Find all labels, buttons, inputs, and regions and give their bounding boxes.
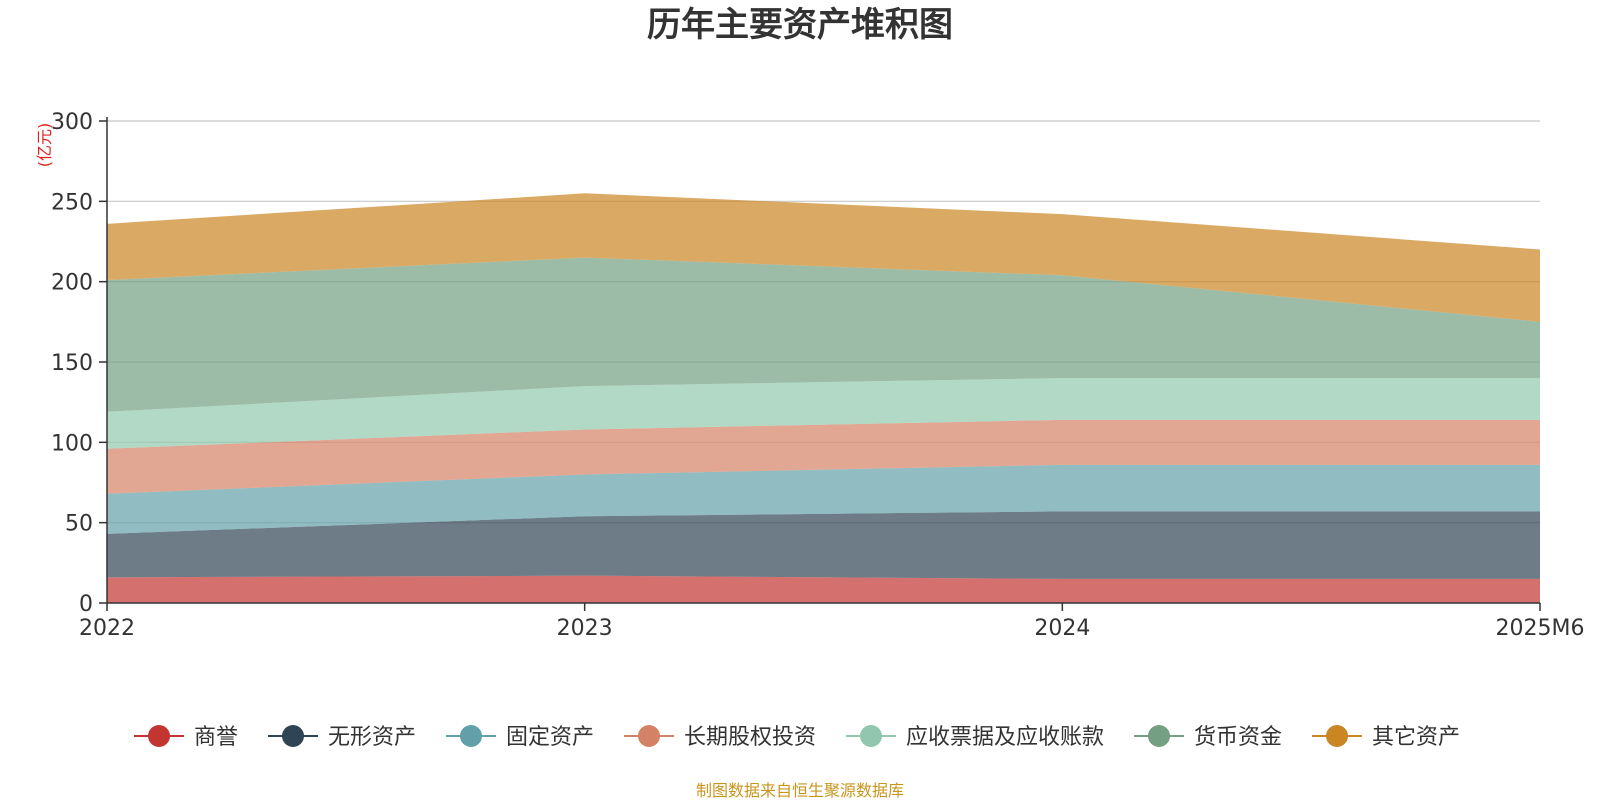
- area-series-5: [107, 257, 1540, 412]
- legend-label: 长期股权投资: [684, 725, 816, 750]
- axes: 0 50 100 150 200 250 300 2022 2023 2024 2025M6: [51, 110, 1584, 641]
- area-series-0: [107, 575, 1540, 603]
- y-tick-label: 50: [65, 512, 93, 537]
- source-note: 制图数据来自恒生聚源数据库: [696, 781, 904, 800]
- y-tick-label: 200: [51, 271, 93, 296]
- area-series-2: [107, 464, 1540, 534]
- legend-label: 其它资产: [1372, 725, 1460, 750]
- x-tick-label: 2023: [557, 616, 613, 641]
- y-tick-label: 0: [79, 592, 93, 617]
- legend-item-0[interactable]: 商誉: [134, 725, 238, 750]
- legend: 商誉 无形资产 固定资产 长期股权投资 应收票据及应收账款 货币资金 其它资产: [134, 725, 1460, 750]
- legend-dot-icon: [860, 725, 882, 747]
- y-tick-label: 150: [51, 351, 93, 376]
- y-tick-label: 300: [51, 110, 93, 135]
- legend-item-2[interactable]: 固定资产: [446, 725, 594, 750]
- legend-item-1[interactable]: 无形资产: [268, 725, 416, 750]
- area-series-6: [107, 193, 1540, 322]
- y-tick-label: 250: [51, 190, 93, 215]
- legend-item-3[interactable]: 长期股权投资: [624, 725, 816, 750]
- legend-dot-icon: [282, 725, 304, 747]
- area-series-3: [107, 419, 1540, 494]
- legend-label: 商誉: [194, 725, 238, 750]
- x-tick-label: 2022: [79, 616, 135, 641]
- x-tick-label: 2025M6: [1496, 616, 1585, 641]
- legend-dot-icon: [1148, 725, 1170, 747]
- legend-label: 应收票据及应收账款: [906, 725, 1104, 750]
- x-tick-label: 2024: [1034, 616, 1090, 641]
- legend-dot-icon: [148, 725, 170, 747]
- legend-label: 无形资产: [328, 725, 416, 750]
- legend-dot-icon: [460, 725, 482, 747]
- legend-item-6[interactable]: 其它资产: [1312, 725, 1460, 750]
- legend-label: 固定资产: [506, 725, 594, 750]
- legend-item-4[interactable]: 应收票据及应收账款: [846, 725, 1104, 750]
- area-series-1: [107, 511, 1540, 579]
- chart-title: 历年主要资产堆积图: [647, 5, 953, 45]
- y-tick-label: 100: [51, 431, 93, 456]
- legend-item-5[interactable]: 货币资金: [1134, 725, 1282, 750]
- area-series-4: [107, 378, 1540, 449]
- y-axis-unit: (亿元): [35, 123, 54, 168]
- area-series: [107, 193, 1540, 603]
- legend-dot-icon: [1326, 725, 1348, 747]
- legend-dot-icon: [638, 725, 660, 747]
- legend-label: 货币资金: [1194, 725, 1282, 750]
